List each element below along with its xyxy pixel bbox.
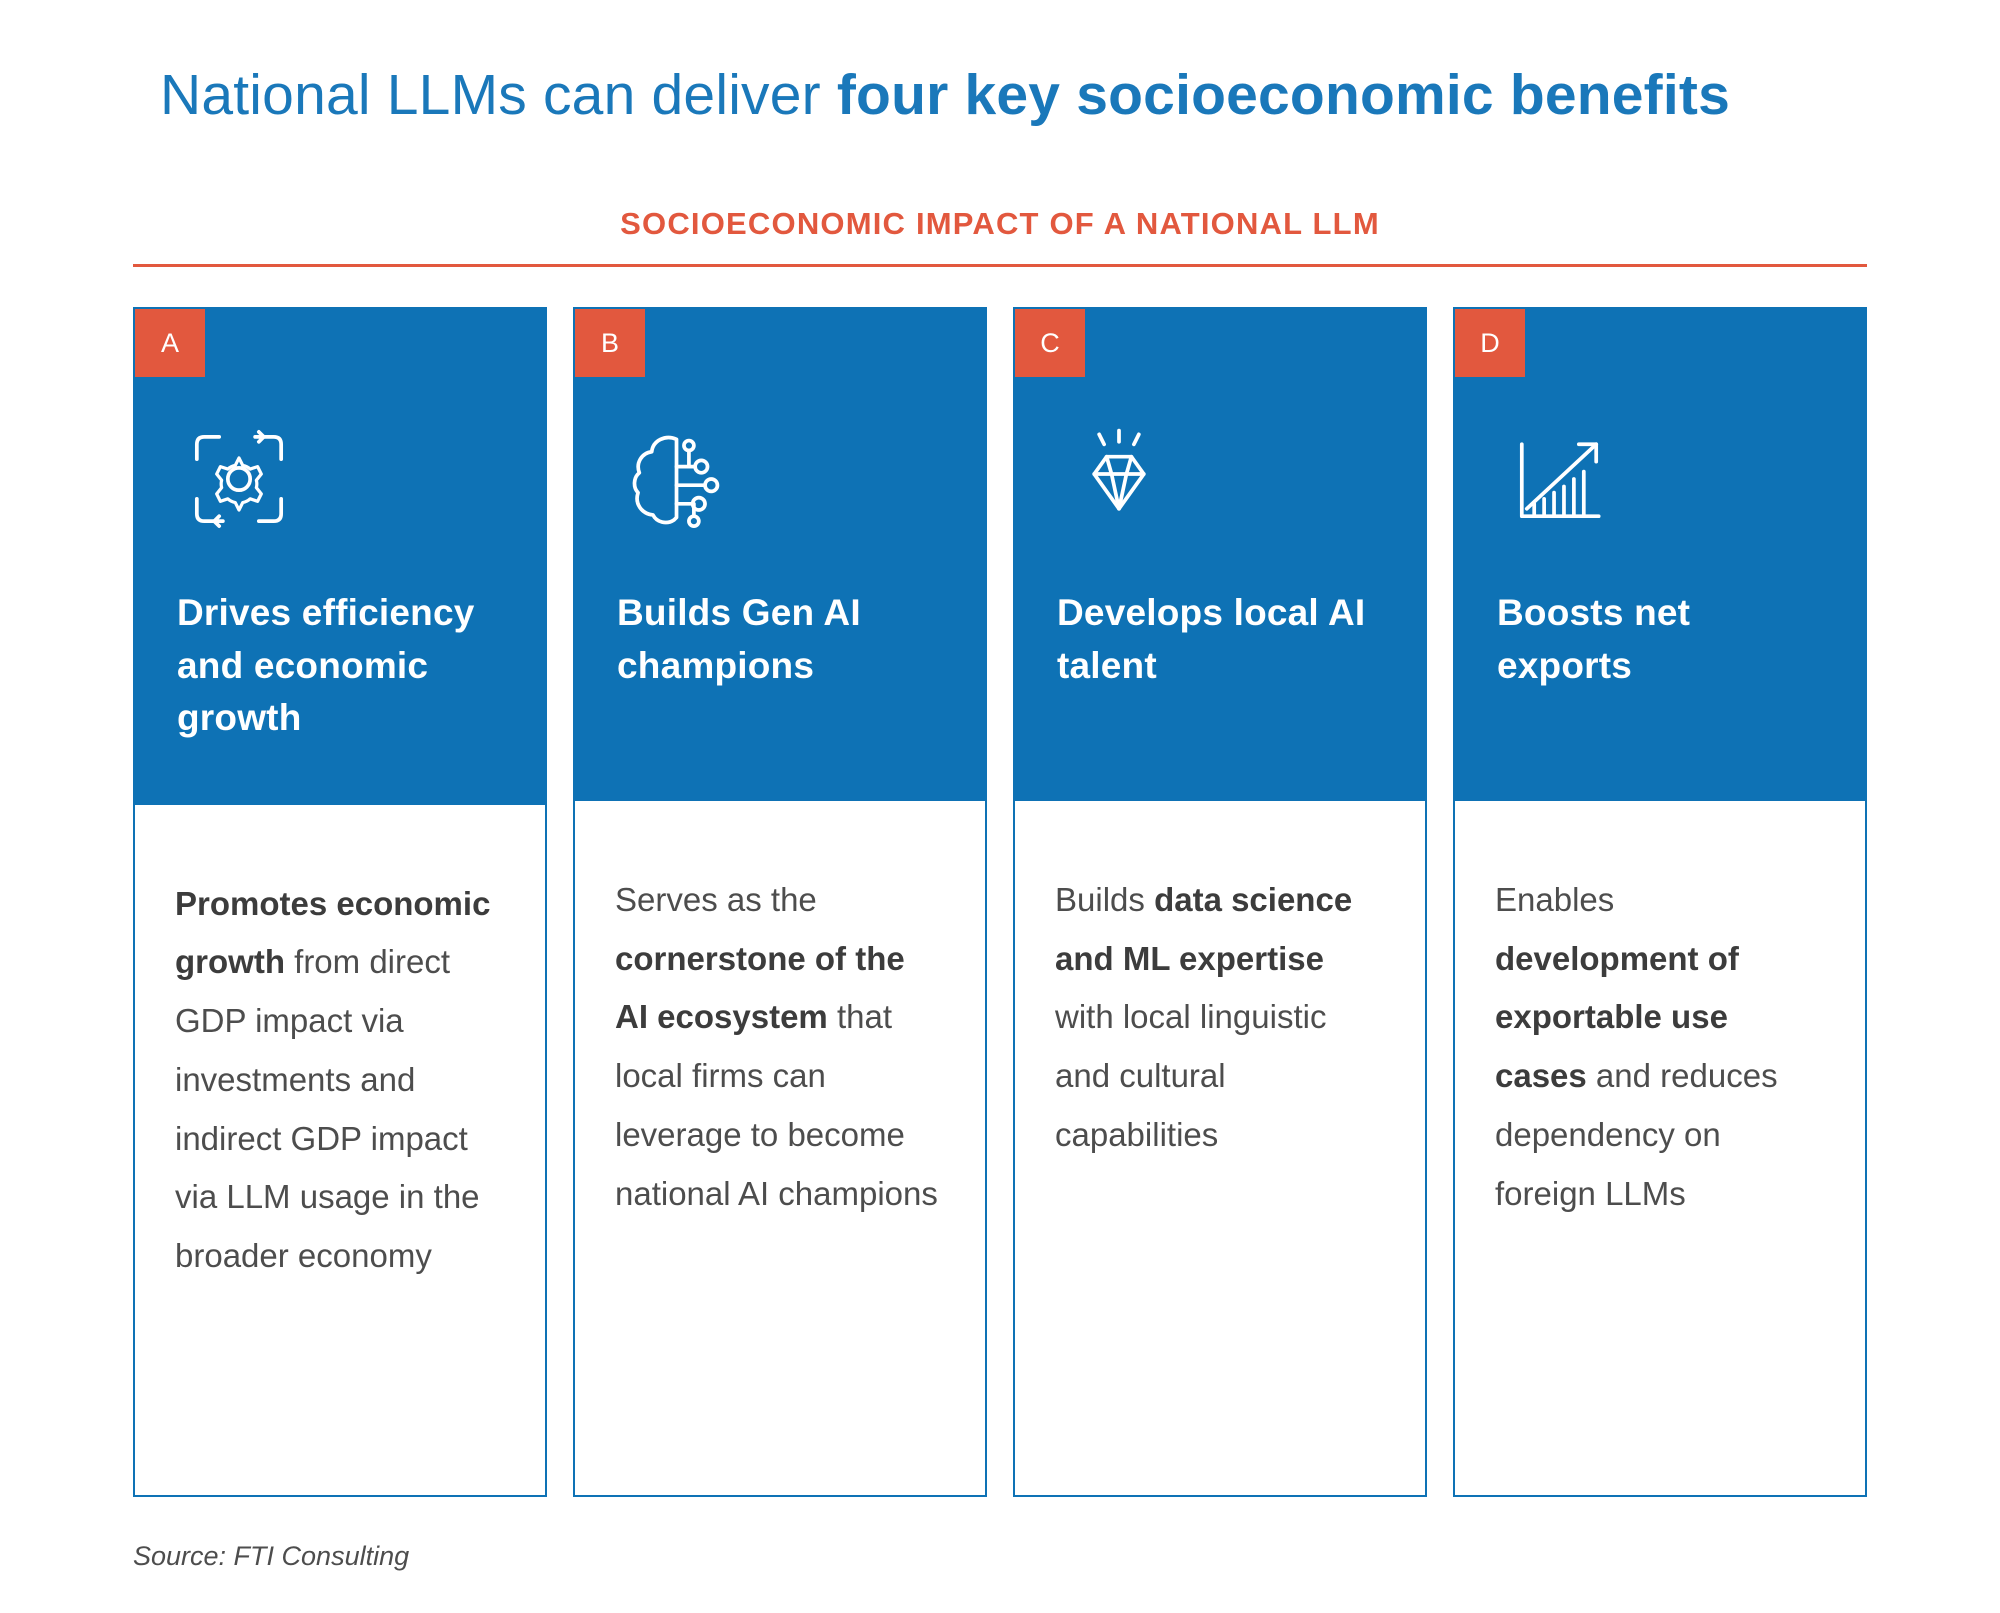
card-body: Promotes economic growth from direct GDP… (175, 884, 491, 1274)
letter-badge: D (1455, 309, 1525, 377)
card-title: Boosts net exports (1497, 592, 1691, 686)
letter-badge: A (135, 309, 205, 377)
benefit-card-a: A Drives efficiency and economic growth (133, 307, 547, 1497)
source-note: Source: FTI Consulting (133, 1541, 410, 1571)
benefit-card-d: D Boosts net exports Enables development… (1453, 307, 1867, 1497)
page-title-regular: National LLMs can deliver (160, 63, 837, 127)
card-title: Develops local AI talent (1057, 592, 1366, 686)
card-header: D Boosts net exports (1455, 309, 1865, 801)
subtitle: SOCIOECONOMIC IMPACT OF A NATIONAL LLM (620, 206, 1380, 241)
benefit-card-c: C Develops local AI talent Builds data s… (1013, 307, 1427, 1497)
page-title: National LLMs can deliver four key socio… (160, 62, 1867, 128)
subtitle-rule: SOCIOECONOMIC IMPACT OF A NATIONAL LLM (133, 206, 1867, 267)
diamond-icon (1057, 417, 1181, 541)
card-header: C Develops local AI talent (1015, 309, 1425, 801)
infographic: National LLMs can deliver four key socio… (133, 62, 1867, 1497)
letter-badge: B (575, 309, 645, 377)
card-header: A Drives efficiency and economic growth (135, 309, 545, 805)
page-title-bold: four key socioeconomic benefits (836, 63, 1730, 127)
benefit-card-b: B Builds (573, 307, 987, 1497)
card-title: Builds Gen AI champions (617, 592, 861, 686)
process-gear-icon (177, 417, 301, 541)
letter-badge: C (1015, 309, 1085, 377)
card-header: B Builds (575, 309, 985, 801)
benefit-cards: A Drives efficiency and economic growth (133, 307, 1867, 1497)
ai-brain-icon (617, 417, 741, 541)
card-body: Enables development of exportable use ca… (1495, 881, 1778, 1212)
growth-chart-icon (1497, 417, 1621, 541)
card-body: Builds data science and ML expertise wit… (1055, 881, 1353, 1153)
card-title: Drives efficiency and economic growth (177, 592, 475, 739)
card-body: Serves as the cornerstone of the AI ecos… (615, 881, 938, 1212)
